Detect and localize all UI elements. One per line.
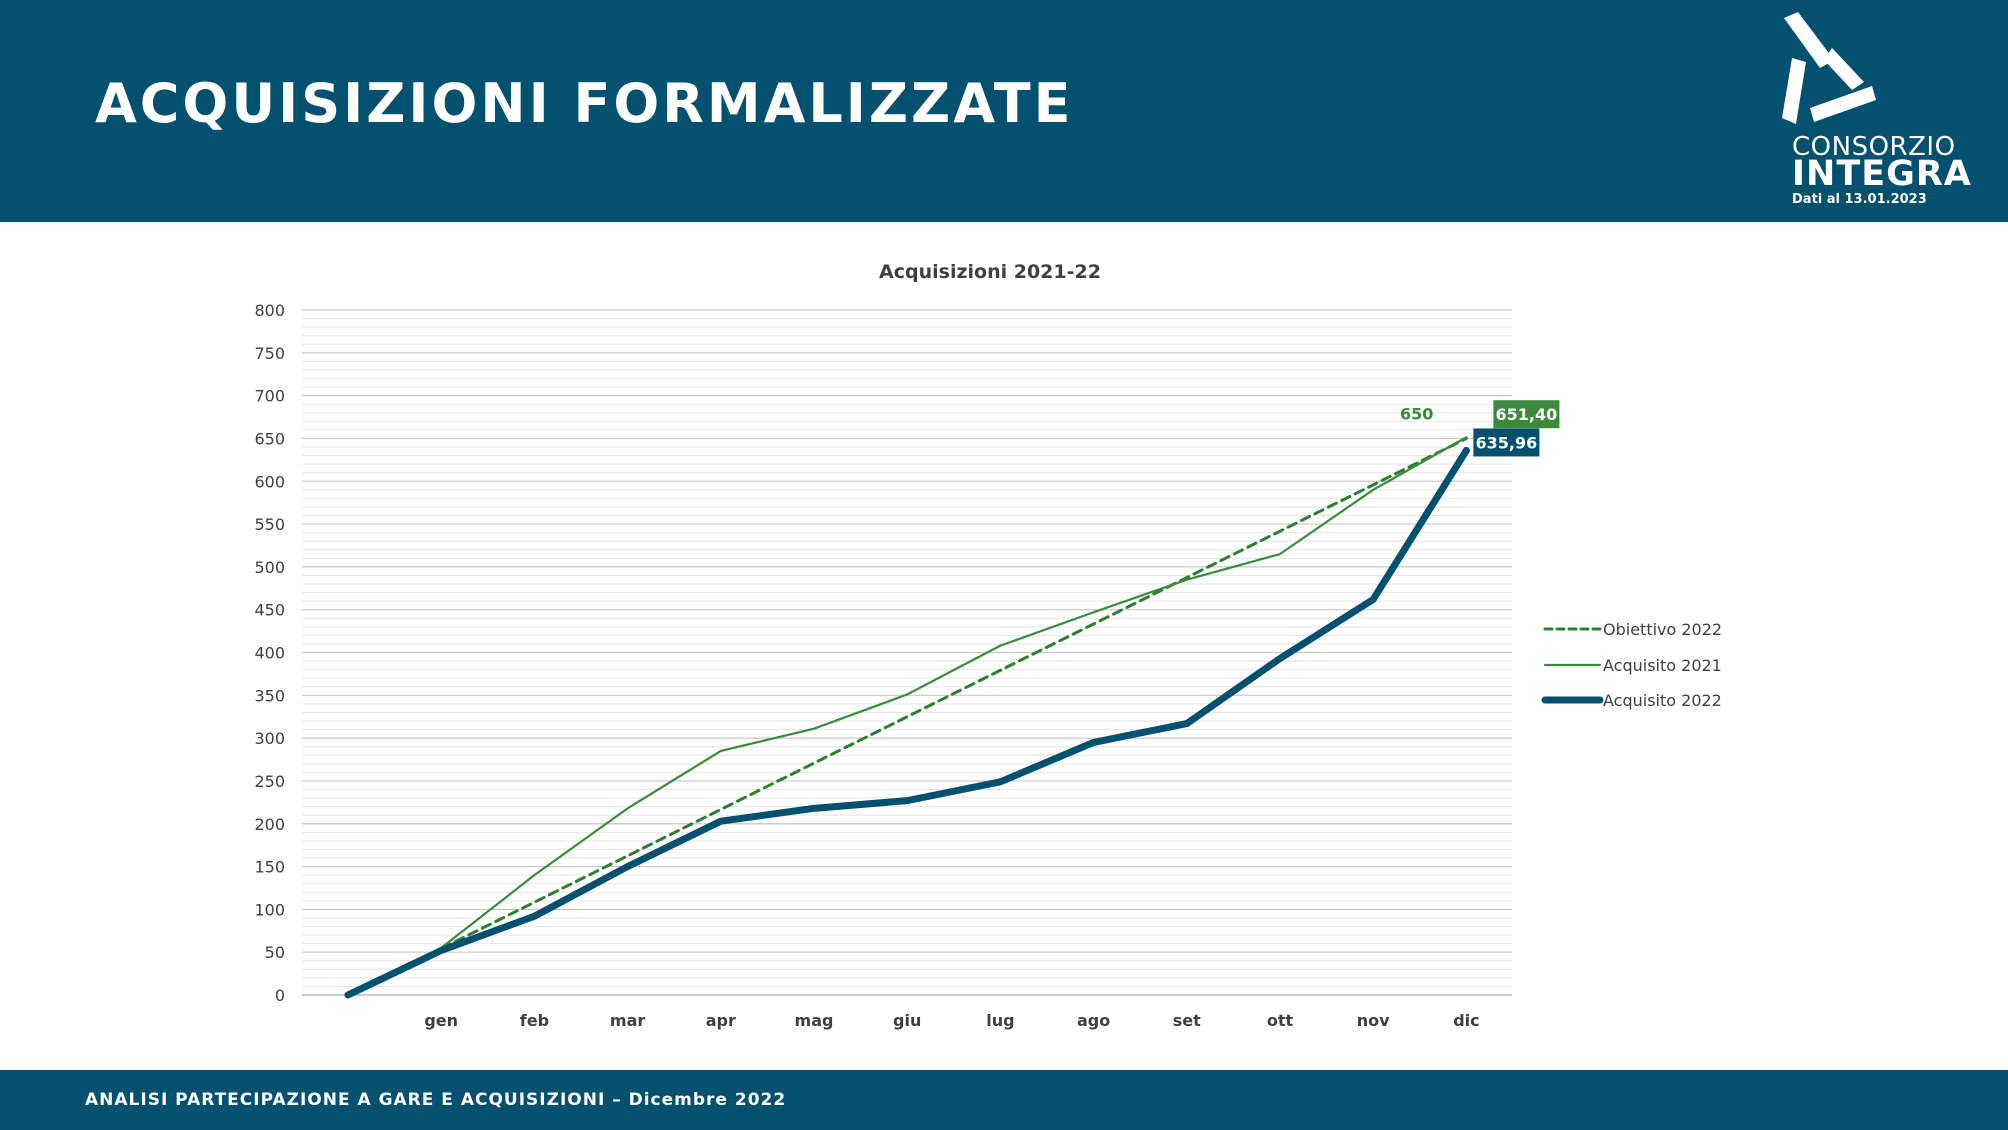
consorzio-integra-logo: CONSORZIO INTEGRA Dati al 13.01.2023 xyxy=(1762,12,1972,212)
data-label-box-2021 xyxy=(1493,400,1560,429)
x-tick-label: lug xyxy=(986,1011,1014,1030)
series-line-acquisito-2021 xyxy=(346,436,1468,997)
y-tick-label: 50 xyxy=(265,943,285,962)
page-title: ACQUISIZIONI FORMALIZZATE xyxy=(95,72,1074,135)
y-tick-label: 700 xyxy=(254,387,285,406)
y-tick-label: 550 xyxy=(254,515,285,534)
x-tick-label: gen xyxy=(424,1011,458,1030)
footer-text: ANALISI PARTECIPAZIONE A GARE E ACQUISIZ… xyxy=(85,1090,787,1110)
y-tick-label: 750 xyxy=(254,344,285,363)
y-tick-label: 800 xyxy=(254,301,285,320)
legend-label-obiettivo-2022: Obiettivo 2022 xyxy=(1603,620,1722,639)
data-label-obiettivo-end: 650 xyxy=(1400,404,1433,423)
y-tick-label: 100 xyxy=(254,900,285,919)
logo-consorzio-text: CONSORZIO xyxy=(1792,132,1956,162)
y-tick-label: 200 xyxy=(254,815,285,834)
x-tick-label: mar xyxy=(610,1011,645,1030)
x-tick-label: ago xyxy=(1077,1011,1110,1030)
legend-label-acquisito-2022: Acquisito 2022 xyxy=(1603,691,1722,710)
acquisizioni-line-chart: Acquisizioni 2021-22 0 50 100 150 200 250 300 3… xyxy=(254,261,1722,1030)
y-tick-label: 400 xyxy=(254,644,285,663)
y-tick-label: 300 xyxy=(254,729,285,748)
data-date-note: Dati al 13.01.2023 xyxy=(1792,192,1927,207)
y-tick-label: 500 xyxy=(254,558,285,577)
y-tick-label: 350 xyxy=(254,686,285,705)
series-line-acquisito-2022 xyxy=(344,446,1470,999)
x-tick-label: nov xyxy=(1357,1011,1390,1030)
data-label-acquisito-2021-end: 651,40 xyxy=(1496,405,1558,424)
x-tick-label: giu xyxy=(893,1011,921,1030)
chart-title: Acquisizioni 2021-22 xyxy=(879,261,1101,283)
data-label-box-2022 xyxy=(1473,428,1540,457)
x-tick-label: mag xyxy=(795,1011,834,1030)
y-tick-label: 450 xyxy=(254,601,285,620)
x-tick-label: set xyxy=(1173,1011,1201,1030)
x-tick-label: apr xyxy=(706,1011,736,1030)
legend-label-acquisito-2021: Acquisito 2021 xyxy=(1603,656,1722,675)
data-label-acquisito-2022-end: 635,96 xyxy=(1476,433,1538,452)
logo-mark-icon xyxy=(1782,12,1876,124)
x-tick-label: feb xyxy=(520,1011,549,1030)
x-tick-label: ott xyxy=(1267,1011,1294,1030)
logo-integra-text: INTEGRA xyxy=(1792,154,1972,194)
y-tick-label: 150 xyxy=(254,858,285,877)
series-line-obiettivo-2022 xyxy=(346,436,1468,997)
x-tick-label: dic xyxy=(1453,1011,1479,1030)
y-tick-label: 650 xyxy=(254,429,285,448)
y-tick-label: 0 xyxy=(275,986,285,1005)
y-tick-label: 600 xyxy=(254,472,285,491)
y-tick-label: 250 xyxy=(254,772,285,791)
footer-banner: ANALISI PARTECIPAZIONE A GARE E ACQUISIZ… xyxy=(0,1070,2008,1130)
header-banner: ACQUISIZIONI FORMALIZZATE CONSORZIO INTE… xyxy=(0,0,2008,222)
